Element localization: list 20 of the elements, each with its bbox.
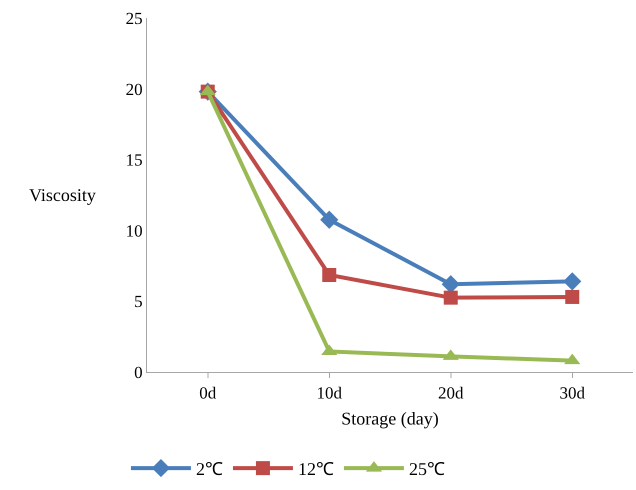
- y-axis-title: Viscosity: [29, 185, 96, 205]
- y-tick-label: 20: [126, 80, 143, 99]
- point: [444, 290, 458, 305]
- point: [565, 290, 580, 304]
- y-tick-label: 15: [126, 150, 143, 170]
- x-tick-label: 0d: [199, 383, 217, 402]
- x-tick-label: 10d: [316, 383, 342, 402]
- x-axis-title: Storage (day): [341, 408, 439, 428]
- x-tick-label: 20d: [438, 383, 464, 402]
- legend-label: 12℃: [298, 459, 334, 480]
- y-tick-label: 10: [126, 221, 143, 240]
- y-tick-label: 25: [126, 8, 143, 28]
- y-tick-label: 5: [134, 292, 143, 312]
- point: [322, 268, 336, 282]
- point: [563, 272, 582, 290]
- legend-label: 25℃: [408, 459, 445, 480]
- x-tick-label: 30d: [560, 383, 586, 402]
- point: [320, 210, 338, 229]
- legend-label: 2℃: [196, 459, 223, 480]
- y-tick-label: 0: [134, 362, 143, 382]
